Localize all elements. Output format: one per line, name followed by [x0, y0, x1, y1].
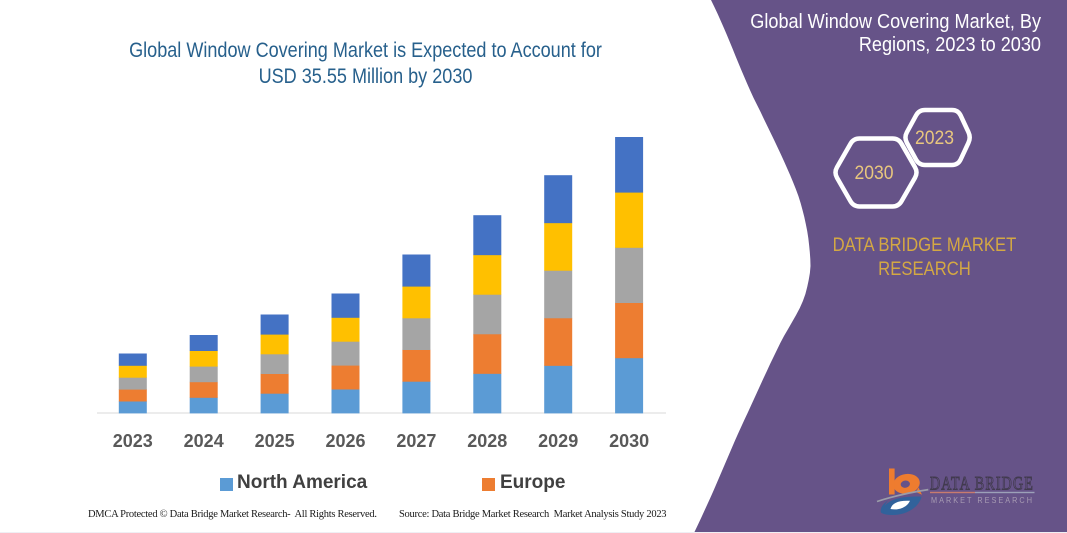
- svg-text:MARKET RESEARCH: MARKET RESEARCH: [931, 496, 1034, 505]
- svg-text:DATA BRIDGE: DATA BRIDGE: [930, 475, 1034, 495]
